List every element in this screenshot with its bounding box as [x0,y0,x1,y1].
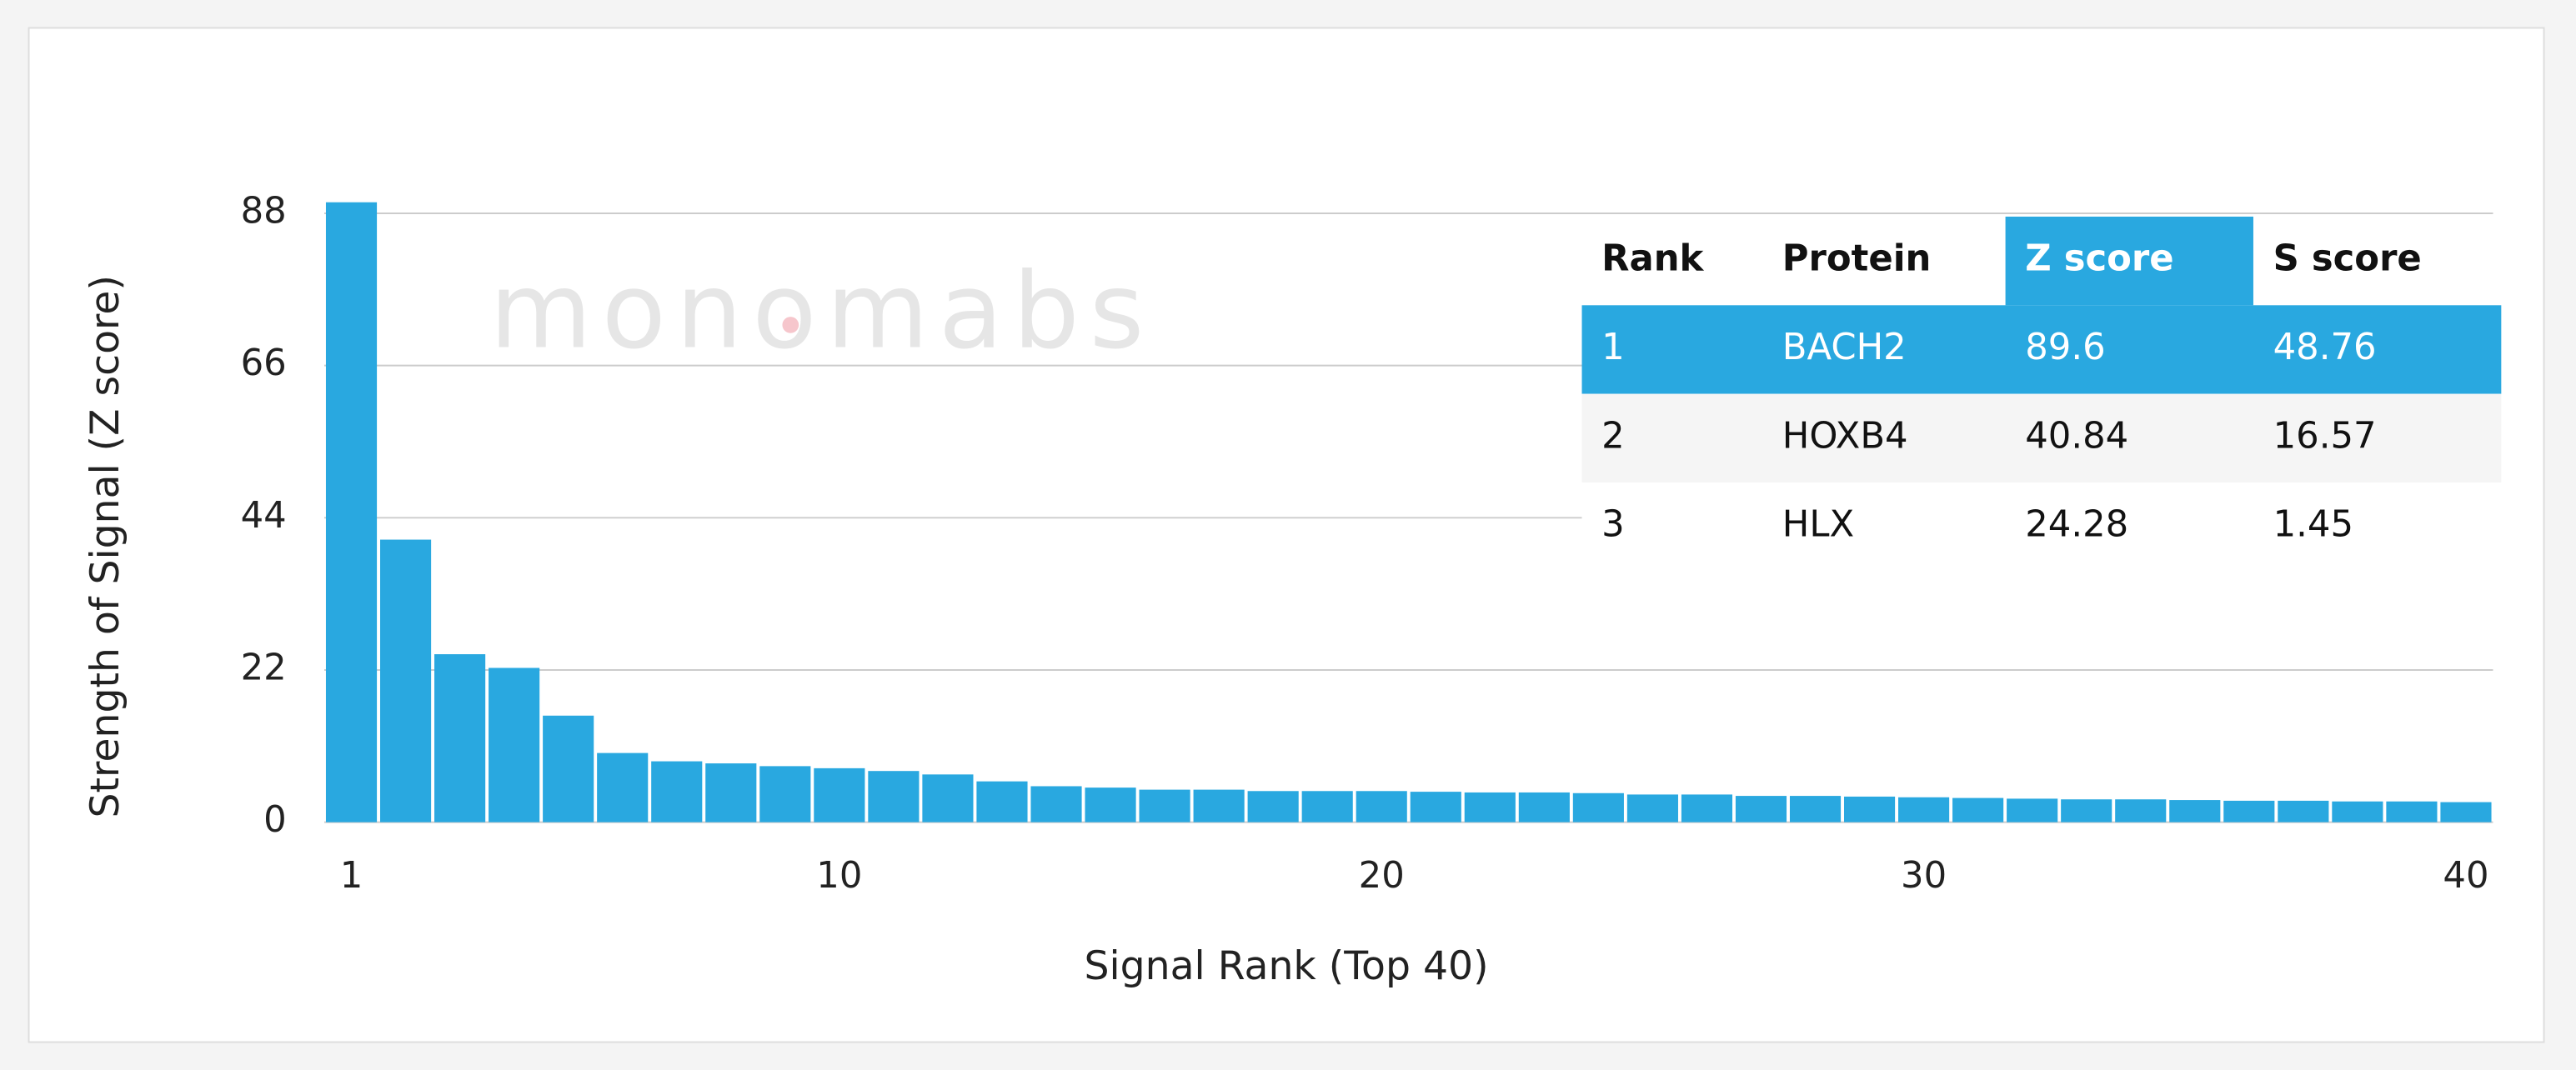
y-tick-label: 22 [241,647,287,688]
bar [2332,801,2383,822]
bar [1247,791,1299,822]
table-cell: 2 [1601,415,1625,457]
bar [1898,797,1950,822]
bar [1843,796,1896,822]
bar [1356,791,1407,822]
y-tick-label: 66 [241,342,287,384]
x-tick-label: 20 [1359,855,1405,897]
column-header: Protein [1782,238,1932,280]
bar [922,774,974,822]
y-axis-label: Strength of Signal (Z score) [83,275,128,818]
table-cell: 89.6 [2025,327,2105,368]
table-cell: 40.84 [2025,415,2128,457]
x-axis-label: Signal Rank (Top 40) [1085,943,1489,989]
table-cell: HOXB4 [1782,415,1908,457]
table-cell: HLX [1782,504,1854,546]
bar [814,768,865,822]
bar [1681,794,1733,822]
column-header: Rank [1601,238,1704,280]
table-cell: 1 [1601,327,1625,368]
bar [868,771,920,822]
bar [1301,791,1353,822]
bar [2007,798,2058,822]
bar [379,539,432,822]
x-tick-label: 40 [2443,855,2488,897]
bar [976,781,1028,822]
column-header: S score [2273,238,2422,280]
x-tick-label: 1 [340,855,363,897]
bar [2169,800,2221,822]
bar [1030,786,1082,822]
bar [2061,799,2112,822]
bar [2223,800,2275,822]
bar [1789,796,1842,822]
table-cell: 16.57 [2273,415,2377,457]
bar [325,202,378,822]
bar [434,654,486,822]
y-tick-label: 88 [241,191,287,232]
table-row [1581,305,2502,394]
bar [597,752,649,822]
bar [1518,792,1570,822]
bar [2115,799,2167,822]
bar [759,766,811,822]
bar [1572,792,1624,822]
bar [1626,794,1678,822]
bar [1085,788,1136,822]
bar [489,668,540,822]
table-cell: 1.45 [2273,504,2353,546]
bar [1735,796,1787,822]
bar [543,715,594,822]
bar [1952,798,2004,822]
bar [2440,802,2492,822]
table-cell: BACH2 [1782,327,1907,368]
x-tick-label: 30 [1901,855,1947,897]
table-cell: 3 [1601,504,1625,546]
bar [1410,792,1461,822]
watermark-dot [782,317,799,333]
bar [1464,792,1516,822]
bar [2386,801,2438,822]
bar [651,761,703,822]
table-row [1581,482,2502,572]
table-row [1581,393,2502,482]
header-highlight [2005,216,2253,306]
bar [705,763,757,822]
table-cell: 48.76 [2273,327,2377,368]
bar [1139,789,1190,822]
table-cell: 24.28 [2025,504,2128,546]
x-tick-label: 10 [816,855,862,897]
y-tick-label: 0 [263,799,287,841]
data-table: Rank Protein Z score S score 1 BACH2 89.6 48.76… [1581,216,2502,572]
y-tick-label: 44 [241,495,287,537]
column-header: Z score [2025,238,2173,280]
bar [1193,789,1245,822]
watermark: monomabs [489,250,1154,372]
bar [2278,800,2329,822]
